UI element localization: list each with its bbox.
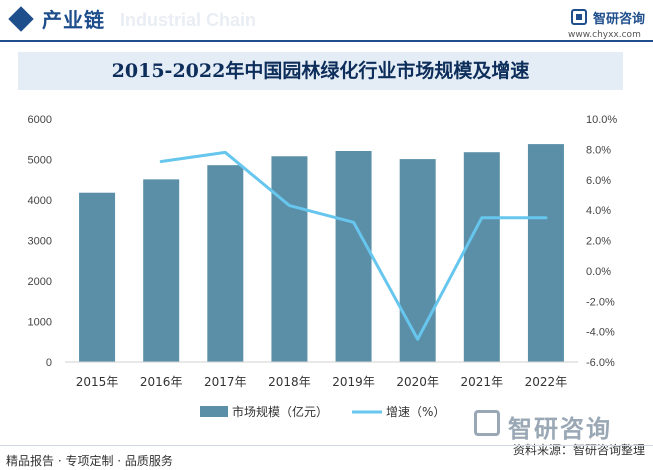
y-right-tick-label: -6.0%	[586, 357, 615, 369]
brand-url: www.chyxx.com	[568, 30, 641, 40]
y-right-tick-label: 10.0%	[586, 114, 617, 126]
brand-logo-icon	[571, 9, 587, 25]
x-tick-label: 2016年	[140, 375, 183, 389]
bar	[79, 192, 116, 362]
bar-series	[79, 144, 564, 362]
section-title: 产业链	[42, 8, 105, 32]
bar	[399, 159, 436, 362]
header-divider	[0, 40, 653, 42]
chart-title: 2015-2022年中国园林绿化行业市场规模及增速	[111, 60, 530, 82]
x-tick-label: 2022年	[525, 375, 568, 389]
bar	[207, 165, 244, 362]
y-axis-right: -6.0% -4.0% -2.0% 0.0% 2.0% 4.0% 6.0% 8.0% 10.0%	[586, 114, 617, 369]
y-axis-left: 0 1000 2000 3000 4000 5000 6000	[28, 114, 52, 369]
y-right-tick-label: 4.0%	[586, 205, 611, 217]
y-right-tick-label: -2.0%	[586, 296, 615, 308]
legend-line-label: 增速（%）	[386, 405, 445, 419]
brand-watermark: 智研咨询	[508, 415, 612, 443]
x-tick-label: 2021年	[461, 375, 504, 389]
bar	[463, 152, 500, 362]
y-right-tick-label: 0.0%	[586, 266, 611, 278]
chart-title-band: 2015-2022年中国园林绿化行业市场规模及增速	[18, 52, 623, 90]
bar	[335, 150, 372, 362]
y-right-tick-label: 8.0%	[586, 144, 611, 156]
x-tick-label: 2015年	[76, 375, 119, 389]
brand-name: 智研咨询	[593, 12, 646, 27]
y-left-tick-label: 6000	[28, 114, 52, 126]
y-right-tick-label: 6.0%	[586, 175, 611, 187]
x-tick-label: 2019年	[332, 375, 375, 389]
x-axis: 2015年 2016年 2017年 2018年 2019年 2020年 2021年 2022年	[76, 375, 567, 389]
source-note: 资料来源：智研咨询整理	[512, 443, 645, 457]
y-right-tick-label: 2.0%	[586, 236, 611, 248]
legend: 市场规模（亿元） 增速（%）	[200, 404, 445, 419]
y-left-tick-label: 0	[46, 357, 52, 369]
y-left-tick-label: 2000	[28, 276, 52, 288]
x-tick-label: 2020年	[396, 375, 439, 389]
brand-watermark-icon	[474, 410, 500, 436]
y-left-tick-label: 5000	[28, 155, 52, 167]
footer-divider	[0, 445, 653, 446]
bar	[143, 179, 180, 362]
bar	[271, 156, 308, 362]
x-tick-label: 2018年	[268, 375, 311, 389]
y-left-tick-label: 4000	[28, 195, 52, 207]
line-series	[159, 150, 548, 341]
y-right-tick-label: -4.0%	[586, 327, 615, 339]
y-left-tick-label: 3000	[28, 236, 52, 248]
section-ghost-text: Industrial Chain	[120, 10, 257, 30]
growth-rate-line	[159, 150, 548, 341]
footer-services: 精品报告 · 专项定制 · 品质服务	[6, 454, 173, 468]
y-left-tick-label: 1000	[28, 317, 52, 329]
legend-bar-swatch	[200, 406, 228, 417]
bar	[527, 144, 564, 362]
legend-bar-label: 市场规模（亿元）	[232, 404, 328, 419]
x-tick-label: 2017年	[204, 375, 247, 389]
